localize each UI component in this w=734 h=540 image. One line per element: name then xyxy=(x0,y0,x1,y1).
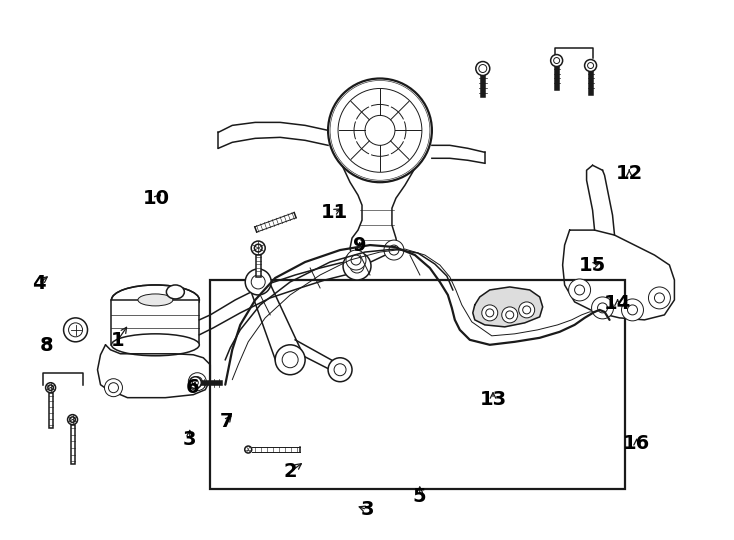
Circle shape xyxy=(343,252,371,280)
Circle shape xyxy=(251,275,265,289)
Circle shape xyxy=(588,63,594,69)
Text: 8: 8 xyxy=(40,336,53,355)
Circle shape xyxy=(479,65,486,72)
Circle shape xyxy=(192,380,198,386)
Circle shape xyxy=(245,269,271,295)
Text: 11: 11 xyxy=(321,203,348,222)
Circle shape xyxy=(479,64,487,72)
Text: 3: 3 xyxy=(360,500,374,519)
Circle shape xyxy=(389,245,399,255)
Circle shape xyxy=(365,116,395,145)
Circle shape xyxy=(189,377,201,389)
Ellipse shape xyxy=(112,285,200,315)
Text: 10: 10 xyxy=(143,189,170,208)
Circle shape xyxy=(328,78,432,182)
Circle shape xyxy=(338,89,422,172)
Circle shape xyxy=(275,345,305,375)
Text: 2: 2 xyxy=(283,462,297,482)
Circle shape xyxy=(597,303,608,313)
Circle shape xyxy=(584,59,597,71)
Circle shape xyxy=(282,352,298,368)
Circle shape xyxy=(328,358,352,382)
Circle shape xyxy=(350,259,364,273)
Circle shape xyxy=(192,377,203,387)
Circle shape xyxy=(104,379,123,397)
Text: 5: 5 xyxy=(413,487,426,506)
Text: 4: 4 xyxy=(32,274,46,293)
Text: 15: 15 xyxy=(579,256,606,275)
Circle shape xyxy=(506,311,514,319)
Circle shape xyxy=(476,62,490,76)
Bar xyxy=(255,255,261,277)
Polygon shape xyxy=(98,345,211,397)
Circle shape xyxy=(384,240,404,260)
Circle shape xyxy=(482,305,498,321)
Ellipse shape xyxy=(112,334,200,356)
Circle shape xyxy=(346,250,366,270)
Circle shape xyxy=(255,244,262,252)
Circle shape xyxy=(48,385,54,390)
Circle shape xyxy=(592,297,614,319)
Circle shape xyxy=(244,446,252,453)
Bar xyxy=(112,300,200,345)
Bar xyxy=(70,424,75,464)
Circle shape xyxy=(502,307,517,323)
Circle shape xyxy=(64,318,87,342)
Ellipse shape xyxy=(167,285,184,299)
Circle shape xyxy=(550,55,563,66)
Polygon shape xyxy=(249,278,303,365)
Circle shape xyxy=(628,305,638,315)
Text: 6: 6 xyxy=(186,378,200,397)
Circle shape xyxy=(622,299,644,321)
Text: 16: 16 xyxy=(623,434,650,453)
Circle shape xyxy=(648,287,670,309)
Circle shape xyxy=(351,255,361,265)
Circle shape xyxy=(68,323,82,337)
Text: 1: 1 xyxy=(111,330,125,349)
Circle shape xyxy=(70,417,76,422)
Circle shape xyxy=(655,293,664,303)
Text: 14: 14 xyxy=(604,294,631,313)
Text: 7: 7 xyxy=(219,413,233,431)
Text: 13: 13 xyxy=(479,390,506,409)
Circle shape xyxy=(575,285,584,295)
Text: 9: 9 xyxy=(353,237,366,255)
Text: 12: 12 xyxy=(616,164,643,183)
Circle shape xyxy=(523,306,531,314)
Circle shape xyxy=(486,309,494,317)
Circle shape xyxy=(192,380,198,386)
Circle shape xyxy=(519,302,534,318)
Ellipse shape xyxy=(138,294,173,306)
Circle shape xyxy=(334,364,346,376)
Bar xyxy=(48,393,53,428)
Circle shape xyxy=(553,58,559,64)
Circle shape xyxy=(569,279,591,301)
Polygon shape xyxy=(473,287,542,327)
Circle shape xyxy=(109,383,118,393)
Text: 3: 3 xyxy=(183,430,197,449)
Circle shape xyxy=(189,373,206,390)
Polygon shape xyxy=(563,230,675,320)
Bar xyxy=(211,280,625,489)
